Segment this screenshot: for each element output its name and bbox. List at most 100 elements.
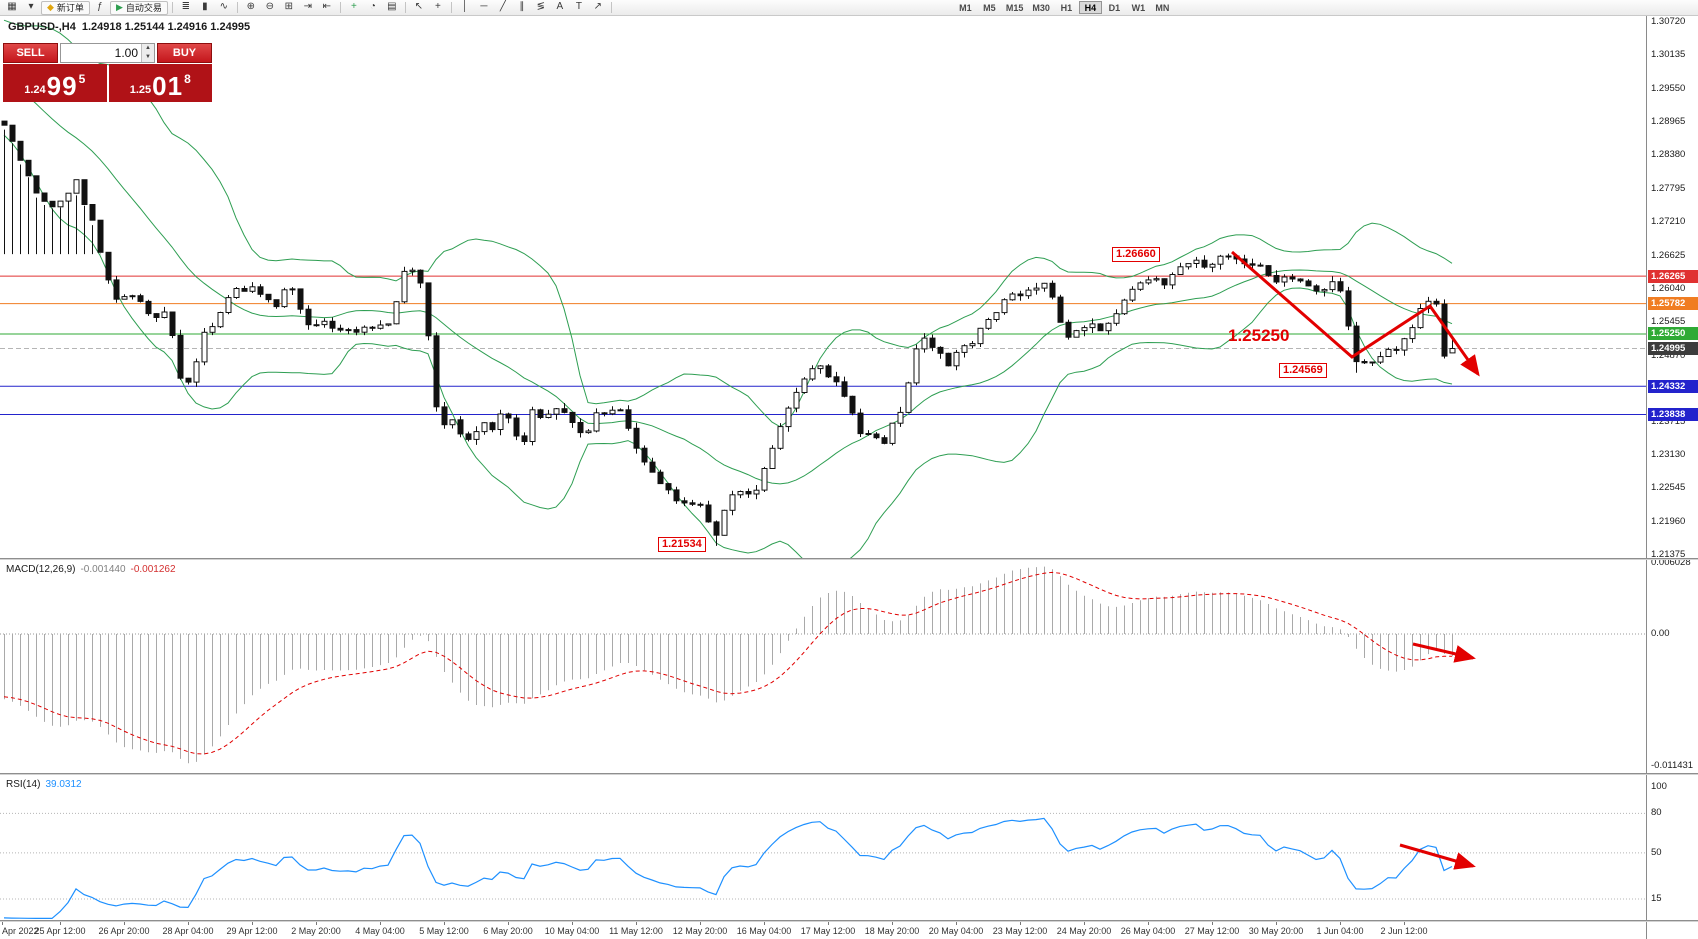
time-tick xyxy=(828,922,829,925)
horizontal-line-icon[interactable]: ─ xyxy=(480,1,488,12)
price-annotation-box[interactable]: 1.24569 xyxy=(1279,363,1327,378)
time-tick xyxy=(508,922,509,925)
time-tick xyxy=(1404,922,1405,925)
price-annotation-box[interactable]: 1.21534 xyxy=(658,537,706,552)
crosshair-icon[interactable]: + xyxy=(434,1,441,12)
macd-indicator-chart[interactable] xyxy=(0,560,1646,773)
price-line-label: 1.25782 xyxy=(1648,297,1698,311)
periods-icon[interactable]: ◔ xyxy=(369,1,376,12)
new-order-button[interactable]: ◆ 新订单 xyxy=(41,0,90,15)
zoom-out-icon[interactable]: ⊖ xyxy=(265,1,275,12)
pane-splitter-macd[interactable] xyxy=(0,558,1698,560)
buy-price-prefix: 1.25 xyxy=(129,84,152,96)
sell-button[interactable]: SELL xyxy=(3,43,58,63)
time-tick xyxy=(636,922,637,925)
rsi-label: RSI(14) 39.0312 xyxy=(6,779,87,790)
toolbar-separator xyxy=(450,2,452,13)
price-annotation-text[interactable]: 1.25250 xyxy=(1228,326,1290,345)
bar-chart-icon[interactable]: ≣ xyxy=(181,1,191,12)
time-label: 29 Apr 12:00 xyxy=(226,926,278,936)
chart-shift-icon[interactable]: ⇤ xyxy=(322,1,332,12)
arrows-tool-icon[interactable]: ↗ xyxy=(593,1,603,12)
timeframe-button-d1[interactable]: D1 xyxy=(1108,3,1121,13)
price-tick: 1.22545 xyxy=(1651,482,1686,494)
rsi-scale-level: 15 xyxy=(1651,893,1662,905)
buy-price-big-digits: 01 xyxy=(152,71,184,101)
toolbar-separator xyxy=(610,2,612,13)
price-line-label: 1.23838 xyxy=(1648,408,1698,422)
time-label: 24 May 20:00 xyxy=(1056,926,1112,936)
auto-scroll-icon[interactable]: ⇥ xyxy=(303,1,313,12)
tile-windows-icon[interactable]: ⊞ xyxy=(284,1,294,12)
main-chart-pane[interactable]: GBPUSD-,H4 1.24918 1.25144 1.24916 1.2499… xyxy=(0,16,1646,558)
timeframe-button-m30[interactable]: M30 xyxy=(1032,3,1050,13)
timeframe-button-h4[interactable]: H4 xyxy=(1078,1,1102,14)
ohlc-values: 1.24918 1.25144 1.24916 1.24995 xyxy=(81,21,251,33)
price-annotation-box[interactable]: 1.26660 xyxy=(1112,247,1160,262)
templates-icon[interactable]: ▤ xyxy=(387,1,397,12)
trade-panel-controls: SELL ▲ ▼ BUY xyxy=(3,43,212,63)
toolbar-separator xyxy=(339,2,341,13)
timeframe-button-mn[interactable]: MN xyxy=(1155,3,1170,13)
buy-button[interactable]: BUY xyxy=(157,43,212,63)
time-label: 23 May 12:00 xyxy=(992,926,1048,936)
price-tick: 1.28380 xyxy=(1651,149,1686,161)
timeframe-button-m1[interactable]: M1 xyxy=(959,3,972,13)
time-label: 25 Apr 12:00 xyxy=(34,926,86,936)
timeframe-button-m5[interactable]: M5 xyxy=(983,3,996,13)
time-label: 12 May 20:00 xyxy=(672,926,728,936)
vertical-line-icon[interactable]: │ xyxy=(461,1,468,12)
rsi-indicator-chart[interactable] xyxy=(0,775,1646,920)
chart-list-dropdown-icon[interactable]: ▾ xyxy=(28,1,34,12)
time-label: 20 May 04:00 xyxy=(928,926,984,936)
timeframe-button-m15[interactable]: M15 xyxy=(1005,3,1024,13)
price-tick: 1.21375 xyxy=(1651,549,1686,560)
one-click-trading-panel: SELL ▲ ▼ BUY 1.24 99 5 1.25 xyxy=(3,43,212,102)
chart-header: GBPUSD-,H4 1.24918 1.25144 1.24916 1.2499… xyxy=(8,21,256,33)
volume-up-button[interactable]: ▲ xyxy=(142,44,154,53)
macd-signal-value: -0.001262 xyxy=(130,564,176,575)
pane-splitter-rsi[interactable] xyxy=(0,773,1698,775)
equidistant-channel-icon[interactable]: ∥ xyxy=(519,1,525,12)
buy-price-quote[interactable]: 1.25 01 8 xyxy=(108,64,212,102)
text-label-tool-icon[interactable]: T xyxy=(575,1,582,12)
text-tool-icon[interactable]: A xyxy=(556,1,564,12)
price-tick: 1.25455 xyxy=(1651,316,1686,328)
line-chart-icon[interactable]: ∿ xyxy=(219,1,229,12)
candlestick-chart-icon[interactable]: ▮ xyxy=(202,1,208,12)
time-label: 4 May 04:00 xyxy=(355,926,405,936)
time-tick xyxy=(1020,922,1021,925)
timeframe-button-w1[interactable]: W1 xyxy=(1131,3,1146,13)
price-tick: 1.26625 xyxy=(1651,249,1686,261)
volume-input[interactable] xyxy=(61,44,141,62)
sell-price-quote[interactable]: 1.24 99 5 xyxy=(3,64,107,102)
price-line-label: 1.26265 xyxy=(1648,269,1698,283)
zoom-in-icon[interactable]: ⊕ xyxy=(246,1,256,12)
timeframe-button-h1[interactable]: H1 xyxy=(1060,3,1073,13)
cursor-icon[interactable]: ↖ xyxy=(414,1,424,12)
time-tick xyxy=(1340,922,1341,925)
price-tick: 1.29550 xyxy=(1651,82,1686,94)
autotrading-button[interactable]: ▶ 自动交易 xyxy=(109,0,168,15)
volume-down-button[interactable]: ▼ xyxy=(142,53,154,62)
rsi-pane[interactable]: RSI(14) 39.0312 xyxy=(0,775,1646,920)
price-scale[interactable]: 1.30720 1.30135 1.29550 1.28965 1.28380 1.277… xyxy=(1646,16,1698,939)
price-tick: 1.30720 xyxy=(1651,16,1686,27)
price-tick: 1.26040 xyxy=(1651,282,1686,294)
indicators-add-icon[interactable]: + xyxy=(350,1,357,12)
time-label: Apr 2022 xyxy=(2,926,39,936)
new-order-button-label: 新订单 xyxy=(56,3,84,13)
pane-splitter-time[interactable] xyxy=(0,920,1698,922)
price-tick: 1.28965 xyxy=(1651,116,1686,128)
timeframe-group: M1 M5 M15 M30 H1 H4 D1 W1 MN xyxy=(954,1,1174,14)
candlestick-chart[interactable] xyxy=(0,16,1646,558)
macd-pane[interactable]: MACD(12,26,9) -0.001440 -0.001262 xyxy=(0,560,1646,773)
time-label: 28 Apr 04:00 xyxy=(162,926,214,936)
new-chart-icon[interactable]: ▦ xyxy=(7,1,17,12)
fibonacci-icon[interactable]: ≶ xyxy=(536,1,546,12)
time-scale[interactable]: Apr 2022 25 Apr 12:00 26 Apr 20:00 28 Apr 0… xyxy=(0,922,1646,939)
rsi-scale-level: 50 xyxy=(1651,846,1662,858)
trendline-icon[interactable]: ╱ xyxy=(499,1,506,12)
expert-advisors-icon[interactable]: ƒ xyxy=(97,1,103,12)
price-tick: 1.23130 xyxy=(1651,448,1686,460)
